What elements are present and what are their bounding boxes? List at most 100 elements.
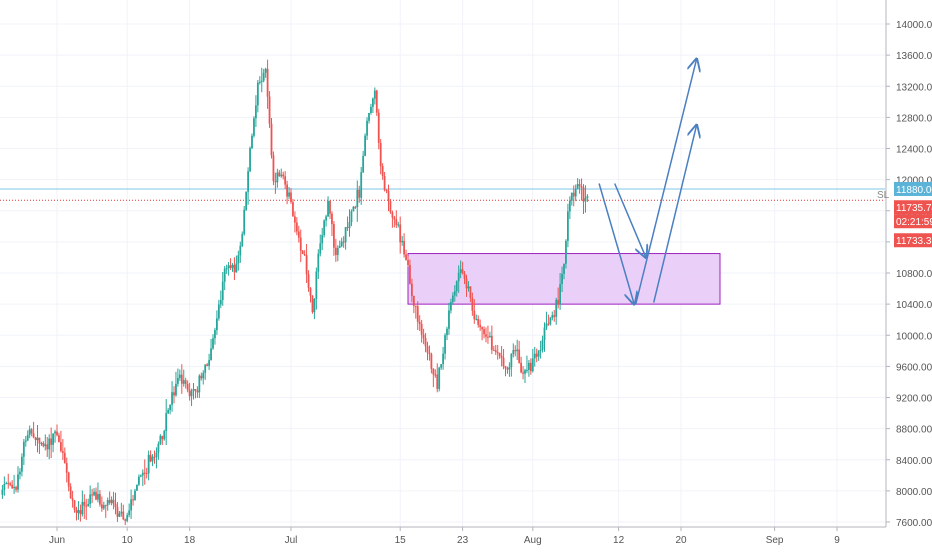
candle-body-20 xyxy=(40,443,43,445)
candle-body-54 xyxy=(106,500,109,506)
candle-body-115 xyxy=(225,268,228,270)
candle-body-89 xyxy=(175,383,177,396)
candle-body-237 xyxy=(463,273,466,279)
candle-body-17 xyxy=(34,437,37,441)
candle-body-171 xyxy=(334,247,337,255)
candle-body-145 xyxy=(284,176,287,185)
candle-body-176 xyxy=(344,227,347,243)
candle-body-6 xyxy=(13,486,15,489)
candle-body-184 xyxy=(360,172,363,198)
candle-body-250 xyxy=(489,335,491,338)
candle-body-254 xyxy=(496,351,499,354)
projection-arrow-1 xyxy=(614,183,646,258)
candle-body-179 xyxy=(350,211,353,223)
price-tag-11880-bg xyxy=(894,181,932,196)
candle-body-285 xyxy=(557,299,560,305)
candle-body-200 xyxy=(391,212,394,218)
y-tick-label: 10000.00 xyxy=(896,331,932,342)
price-tag-last: 11735.74 xyxy=(896,203,932,214)
candle-body-224 xyxy=(438,367,441,389)
candle-body-63 xyxy=(124,519,127,521)
y-tick-label: 10800.00 xyxy=(896,269,932,280)
candle-body-182 xyxy=(356,189,359,208)
candle-body-86 xyxy=(169,404,171,410)
candle-body-68 xyxy=(134,490,136,501)
y-tick-label: 8000.00 xyxy=(896,487,932,498)
candle-body-173 xyxy=(338,246,341,248)
candle-body-271 xyxy=(529,362,532,372)
candle-body-211 xyxy=(412,295,415,306)
candle-body-296 xyxy=(578,184,581,187)
candle-body-79 xyxy=(155,452,158,458)
candle-body-167 xyxy=(327,201,329,217)
candle-body-170 xyxy=(333,224,335,248)
candle-body-218 xyxy=(426,346,429,353)
candle-body-267 xyxy=(522,372,524,374)
y-tick-label: 14000.00 xyxy=(896,20,932,31)
candle-body-294 xyxy=(574,188,577,197)
candle-body-293 xyxy=(572,192,575,197)
candle-body-283 xyxy=(553,315,556,317)
candle-body-186 xyxy=(364,135,366,156)
candle-body-65 xyxy=(128,510,131,516)
candle-body-217 xyxy=(424,338,427,347)
candle-body-259 xyxy=(506,368,509,370)
candle-body-229 xyxy=(448,310,450,329)
candle-body-80 xyxy=(157,443,160,453)
candle-body-265 xyxy=(518,349,521,363)
candle-body-287 xyxy=(561,273,563,285)
candle-body-192 xyxy=(375,90,378,113)
candle-body-53 xyxy=(104,505,107,507)
candle-body-75 xyxy=(147,454,150,474)
candle-body-150 xyxy=(294,216,296,223)
candle-body-268 xyxy=(524,370,526,374)
candle-body-97 xyxy=(190,391,193,397)
candle-body-163 xyxy=(319,243,322,254)
candle-body-118 xyxy=(231,264,234,268)
candle-body-196 xyxy=(383,175,386,190)
x-tick-label: 9 xyxy=(834,535,840,546)
horizontal-lines-layer xyxy=(0,188,885,201)
candle-body-225 xyxy=(440,364,443,368)
candle-body-165 xyxy=(323,220,326,236)
candle-body-231 xyxy=(451,295,454,303)
candle-body-83 xyxy=(163,430,166,440)
candle-body-207 xyxy=(405,254,407,261)
candle-body-13 xyxy=(26,434,29,441)
candle-body-95 xyxy=(186,383,189,390)
candle-body-143 xyxy=(280,174,283,177)
candle-body-276 xyxy=(539,349,542,351)
candle-body-64 xyxy=(126,515,129,521)
candle-body-4 xyxy=(9,483,12,485)
candle-body-230 xyxy=(450,302,452,311)
candle-body-1 xyxy=(3,483,6,490)
candle-body-137 xyxy=(268,96,271,124)
candle-body-105 xyxy=(206,364,209,366)
price-tag-last-bg xyxy=(894,200,932,215)
candle-body-142 xyxy=(278,172,281,177)
candle-body-238 xyxy=(465,278,468,289)
candle-body-178 xyxy=(348,222,351,229)
y-tick-label: 12800.00 xyxy=(896,113,932,124)
candle-body-0 xyxy=(1,489,4,495)
candle-body-93 xyxy=(182,380,185,384)
candle-body-43 xyxy=(85,505,88,507)
candle-body-233 xyxy=(455,281,458,292)
candle-body-130 xyxy=(255,105,257,119)
candle-body-39 xyxy=(77,510,80,513)
candle-body-148 xyxy=(290,192,292,203)
candle-body-46 xyxy=(91,494,93,496)
candle-body-128 xyxy=(251,135,253,149)
candle-body-113 xyxy=(221,281,224,301)
candle-body-56 xyxy=(110,499,113,503)
candle-body-201 xyxy=(393,217,396,220)
candle-body-2 xyxy=(5,483,8,485)
candle-body-279 xyxy=(545,323,548,328)
projection-arrow-0 xyxy=(598,183,634,305)
candle-body-96 xyxy=(188,389,191,397)
candle-body-37 xyxy=(73,500,76,510)
candle-body-101 xyxy=(198,375,201,393)
candle-body-31 xyxy=(61,451,64,453)
